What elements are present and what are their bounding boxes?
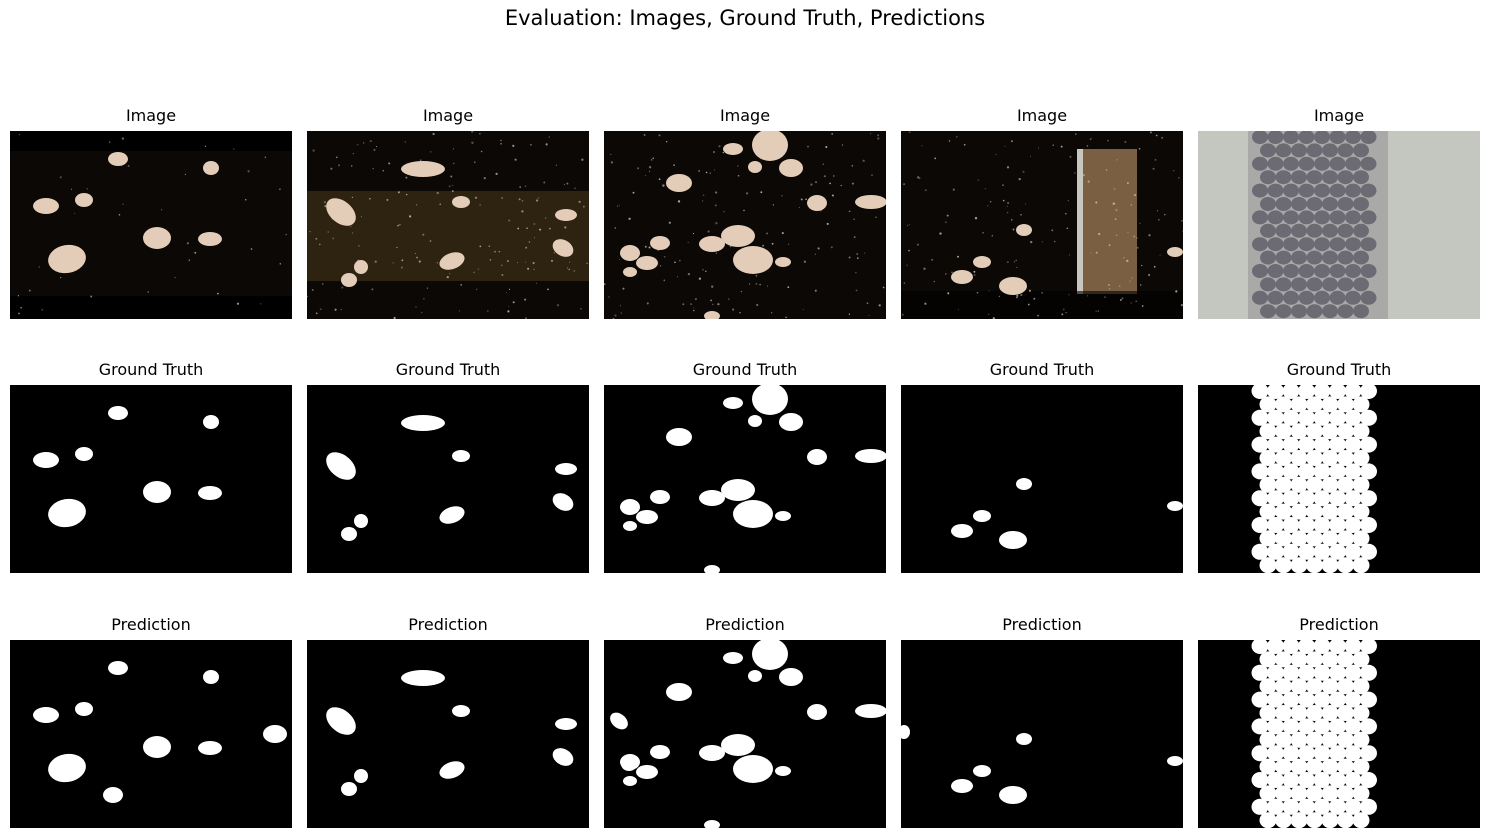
panel-title-image-3: Image	[719, 106, 771, 125]
panel-ground-truth-2	[307, 385, 589, 573]
panel-prediction-3	[604, 640, 886, 828]
panel-ground-truth-4	[901, 385, 1183, 573]
panel-title-prediction-1: Prediction	[111, 615, 191, 634]
prediction-canvas-3	[604, 640, 886, 828]
panel-image-1	[10, 131, 292, 319]
panel-prediction-1	[10, 640, 292, 828]
panel-title-prediction-4: Prediction	[1002, 615, 1082, 634]
panel-title-ground-truth-1: Ground Truth	[98, 360, 204, 379]
panel-title-prediction-5: Prediction	[1299, 615, 1379, 634]
panel-title-image-5: Image	[1313, 106, 1365, 125]
image-canvas-4	[901, 131, 1183, 319]
panel-prediction-5	[1198, 640, 1480, 828]
panel-title-ground-truth-4: Ground Truth	[989, 360, 1095, 379]
panel-prediction-4	[901, 640, 1183, 828]
panel-ground-truth-5	[1198, 385, 1480, 573]
ground-truth-canvas-2	[307, 385, 589, 573]
panel-prediction-2	[307, 640, 589, 828]
prediction-canvas-5	[1198, 640, 1480, 828]
image-canvas-5	[1198, 131, 1480, 319]
panel-ground-truth-1	[10, 385, 292, 573]
image-canvas-3	[604, 131, 886, 319]
panel-title-image-4: Image	[1016, 106, 1068, 125]
prediction-canvas-2	[307, 640, 589, 828]
prediction-canvas-4	[901, 640, 1183, 828]
figure-title: Evaluation: Images, Ground Truth, Predic…	[504, 6, 986, 30]
image-canvas-2	[307, 131, 589, 319]
panel-image-4	[901, 131, 1183, 319]
panel-title-prediction-2: Prediction	[408, 615, 488, 634]
panel-title-image-2: Image	[422, 106, 474, 125]
ground-truth-canvas-4	[901, 385, 1183, 573]
panel-title-ground-truth-5: Ground Truth	[1286, 360, 1392, 379]
panel-title-ground-truth-3: Ground Truth	[692, 360, 798, 379]
panel-image-2	[307, 131, 589, 319]
panel-image-5	[1198, 131, 1480, 319]
panel-title-ground-truth-2: Ground Truth	[395, 360, 501, 379]
panel-title-image-1: Image	[125, 106, 177, 125]
panel-ground-truth-3	[604, 385, 886, 573]
panel-title-prediction-3: Prediction	[705, 615, 785, 634]
prediction-canvas-1	[10, 640, 292, 828]
ground-truth-canvas-5	[1198, 385, 1480, 573]
image-canvas-1	[10, 131, 292, 319]
ground-truth-canvas-1	[10, 385, 292, 573]
panel-image-3	[604, 131, 886, 319]
ground-truth-canvas-3	[604, 385, 886, 573]
